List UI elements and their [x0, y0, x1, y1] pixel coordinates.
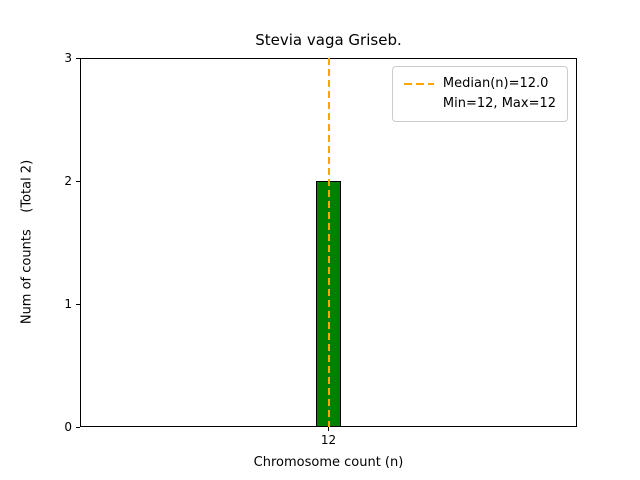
legend-spacer: [404, 103, 434, 105]
y-axis-label: Num of counts (Total 2): [19, 159, 35, 325]
y-tick-label: 0: [64, 420, 72, 434]
legend-label-minmax: Min=12, Max=12: [442, 96, 556, 111]
median-line-legend-sample: [403, 83, 434, 85]
legend-row-minmax: Min=12, Max=12: [404, 94, 556, 114]
y-tick-mark: [76, 303, 80, 305]
chart-title: Stevia vaga Griseb.: [255, 31, 402, 49]
y-tick-mark: [76, 57, 80, 59]
x-tick-mark: [328, 427, 329, 431]
legend-label-median: Median(n)=12.0: [442, 76, 549, 91]
x-axis-label: Chromosome count (n): [253, 455, 404, 470]
y-tick-mark: [76, 180, 80, 182]
x-tick-label: 12: [320, 433, 337, 447]
y-tick-label: 3: [64, 51, 72, 65]
y-tick-label: 2: [64, 174, 72, 188]
y-tick-label: 1: [64, 297, 72, 311]
y-tick-mark: [76, 426, 80, 428]
median-dashed-line: [327, 58, 330, 427]
legend: Median(n)=12.0 Min=12, Max=12: [391, 66, 568, 122]
legend-row-median: Median(n)=12.0: [403, 74, 556, 94]
